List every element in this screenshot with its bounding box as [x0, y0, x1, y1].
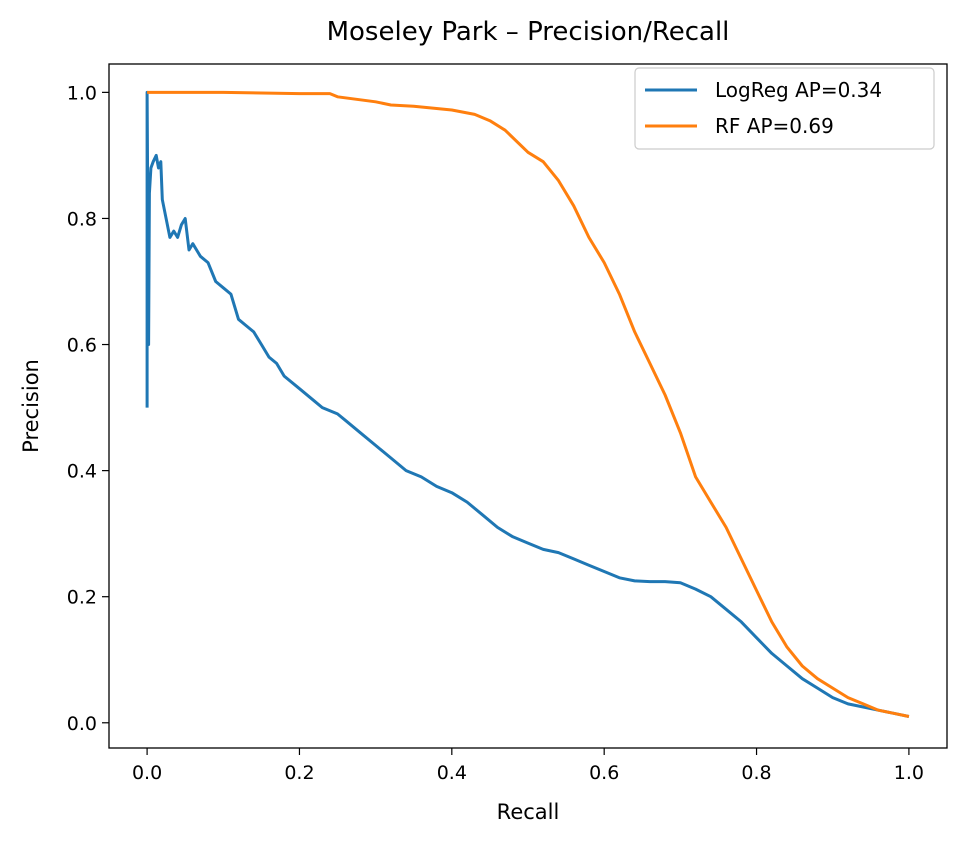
plot-area: 0.0 0.2 0.4 0.6 0.8 1.0 0.0 0.2 0.4 0.6 0.8 1.0: [67, 63, 948, 784]
y-tick-label: 0.4: [67, 461, 97, 483]
axes-frame: [108, 63, 948, 749]
x-axis-label: Recall: [497, 800, 560, 824]
y-tick-label: 0.2: [67, 587, 97, 609]
y-axis-ticks: 0.0 0.2 0.4 0.6 0.8 1.0: [67, 82, 109, 735]
legend: LogReg AP=0.34 RF AP=0.69: [634, 67, 935, 150]
y-tick-label: 0.8: [67, 208, 97, 230]
x-tick-label: 0.4: [437, 762, 467, 784]
y-tick-label: 1.0: [67, 82, 97, 104]
x-tick-label: 0.0: [132, 762, 162, 784]
x-axis-ticks: 0.0 0.2 0.4 0.6 0.8 1.0: [132, 748, 924, 784]
x-tick-label: 0.6: [589, 762, 619, 784]
legend-label-logreg: LogReg AP=0.34: [715, 78, 882, 102]
x-tick-label: 0.2: [284, 762, 314, 784]
series-line-1: [147, 90, 910, 718]
series-layer: [145, 90, 910, 718]
y-tick-label: 0.6: [67, 335, 97, 357]
y-tick-label: 0.0: [67, 713, 97, 735]
series-line-0: [145, 90, 910, 718]
chart-title: Moseley Park – Precision/Recall: [327, 17, 730, 47]
x-tick-label: 1.0: [894, 762, 924, 784]
legend-label-rf: RF AP=0.69: [715, 114, 834, 138]
x-tick-label: 0.8: [741, 762, 771, 784]
legend-box: [634, 67, 935, 150]
y-axis-label: Precision: [19, 359, 43, 453]
